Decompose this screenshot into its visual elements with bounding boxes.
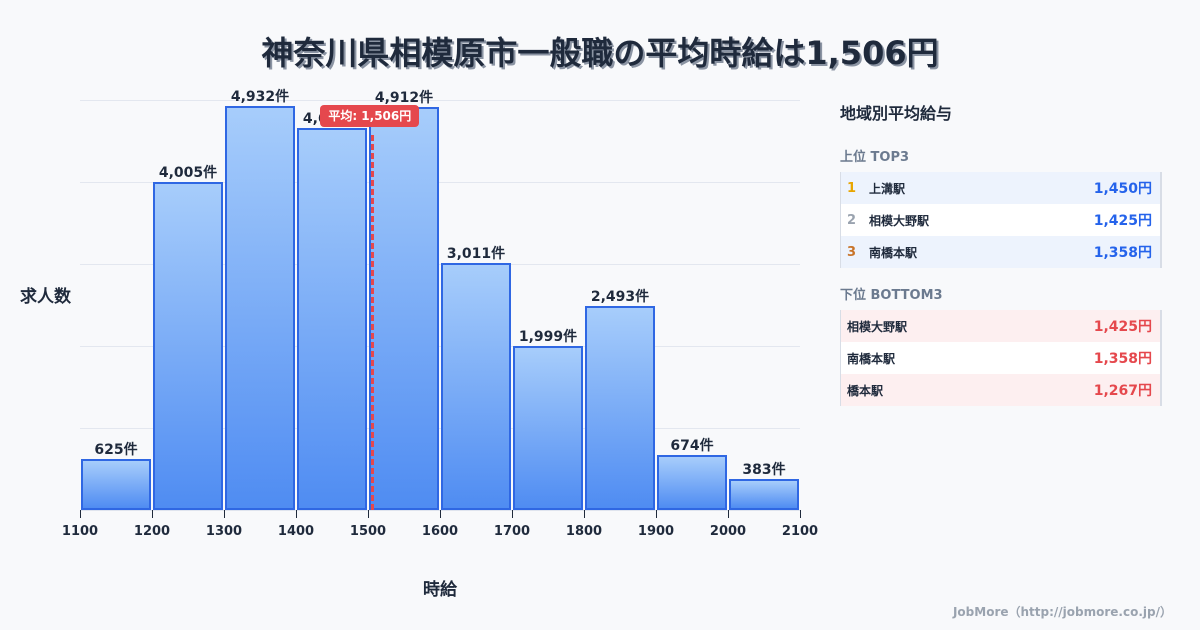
bar-value-label: 2,493件 [590,288,650,305]
histogram-bar [585,305,655,510]
x-tick-label: 1300 [205,524,243,539]
salary-value: 1,358円 [1093,351,1152,367]
top-ranking-table: 1 上溝駅 1,450円 2 相模大野駅 1,425円 3 南橋本駅 1,358… [840,172,1162,268]
x-axis-label: 時給 [423,580,457,600]
histogram-bar [153,181,223,510]
x-tick-label: 1700 [493,524,531,539]
histogram-bar [441,263,511,510]
histogram-bar [225,105,295,510]
y-axis-label: 求人数 [20,287,71,307]
histogram-bar [369,107,439,510]
x-tick-label: 1400 [277,524,315,539]
histogram-bar [513,346,583,510]
x-tick-label: 2000 [709,524,747,539]
bottom-section-title: 下位 BOTTOM3 [840,288,943,303]
salary-value: 1,425円 [1093,213,1152,229]
bar-value-label: 4,932件 [230,88,290,105]
table-row: 2 相模大野駅 1,425円 [841,204,1160,236]
bar-value-label: 3,011件 [446,246,506,263]
page-title: 神奈川県相模原市一般職の平均時給は1,506円 [261,34,939,72]
salary-value: 1,425円 [1093,319,1152,335]
table-row: 1 上溝駅 1,450円 [841,172,1160,204]
x-tick [584,510,585,518]
station-name: 上溝駅 [869,181,906,196]
x-tick [656,510,657,518]
gridline [80,264,800,265]
station-name: 南橋本駅 [869,245,918,260]
histogram-bar [81,458,151,510]
station-name: 相模大野駅 [847,319,908,334]
salary-value: 1,358円 [1093,245,1152,261]
table-row: 相模大野駅 1,425円 [841,310,1160,342]
x-tick-label: 1100 [61,524,99,539]
bar-value-label: 4,912件 [374,90,434,107]
x-tick [152,510,153,518]
station-name: 橋本駅 [847,383,884,398]
rank-number: 1 [847,180,857,196]
histogram-bar [657,454,727,510]
station-name: 相模大野駅 [869,213,930,228]
gridline [80,182,800,183]
salary-value: 1,267円 [1093,383,1152,399]
x-tick [224,510,225,518]
histogram-chart: 求人数 時給 625件4,005件4,932件4,662件4,912件3,011… [20,88,819,600]
gridline [80,100,800,101]
x-tick [368,510,369,518]
x-tick-label: 1200 [133,524,171,539]
bar-value-label: 1,999件 [518,329,578,346]
regional-salary-panel: 地域別平均給与 上位 TOP3 1 上溝駅 1,450円 2 相模大野駅 1,4… [840,100,1162,406]
table-row: 橋本駅 1,267円 [841,374,1160,406]
x-tick [80,510,81,518]
salary-value: 1,450円 [1093,181,1152,197]
x-tick [800,510,801,518]
x-tick-label: 1500 [349,524,387,539]
x-tick [440,510,441,518]
source-credit: JobMore（http://jobmore.co.jp/） [952,605,1172,619]
bar-value-label: 383件 [742,461,786,478]
bar-value-label: 674件 [670,437,714,454]
table-row: 南橋本駅 1,358円 [841,342,1160,374]
rank-number: 3 [847,244,857,260]
x-tick-label: 1600 [421,524,459,539]
panel-title: 地域別平均給与 [840,104,953,123]
x-tick-label: 1900 [637,524,675,539]
x-tick [728,510,729,518]
rank-number: 2 [847,212,857,228]
x-tick [296,510,297,518]
bar-value-label: 625件 [94,441,138,458]
bottom-ranking-table: 相模大野駅 1,425円 南橋本駅 1,358円 橋本駅 1,267円 [840,310,1162,406]
histogram-bar [297,127,367,510]
x-tick-label: 1800 [565,524,603,539]
x-tick-label: 2100 [781,524,819,539]
x-tick [512,510,513,518]
average-line [371,135,375,510]
top-section-title: 上位 TOP3 [840,150,910,165]
table-row: 3 南橋本駅 1,358円 [841,236,1160,268]
bar-value-label: 4,005件 [158,164,218,181]
histogram-bar [729,478,799,510]
average-badge: 平均: 1,506円 [320,105,420,127]
station-name: 南橋本駅 [847,351,896,366]
gridline [80,428,800,429]
gridline [80,346,800,347]
